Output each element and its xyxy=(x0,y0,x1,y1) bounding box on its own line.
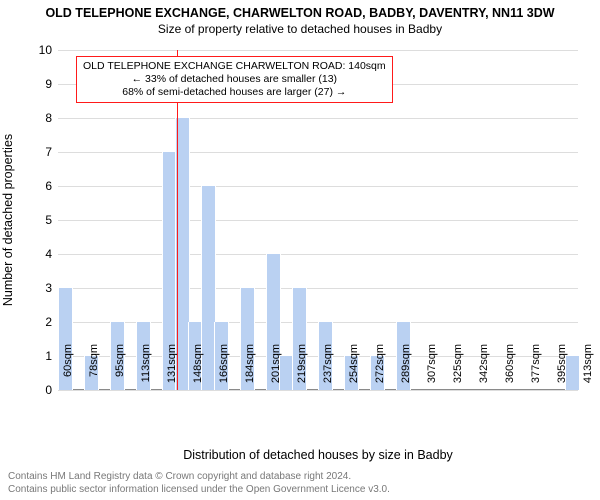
annotation-line: 68% of semi-detached houses are larger (… xyxy=(83,86,386,99)
gridline xyxy=(58,186,578,187)
x-tick: 342sqm xyxy=(478,344,490,394)
x-tick: 95sqm xyxy=(114,344,126,394)
gridline xyxy=(58,152,578,153)
x-tick: 237sqm xyxy=(322,344,334,394)
page-subtitle: Size of property relative to detached ho… xyxy=(0,20,600,36)
chart-container: OLD TELEPHONE EXCHANGE, CHARWELTON ROAD,… xyxy=(0,0,600,500)
x-axis-label: Distribution of detached houses by size … xyxy=(58,448,578,462)
x-tick: 360sqm xyxy=(504,344,516,394)
attribution-footer: Contains HM Land Registry data © Crown c… xyxy=(8,471,390,496)
x-tick: 272sqm xyxy=(374,344,386,394)
gridline xyxy=(58,118,578,119)
x-tick: 113sqm xyxy=(140,344,152,394)
y-tick: 0 xyxy=(2,383,52,397)
x-tick: 166sqm xyxy=(218,344,230,394)
y-tick: 1 xyxy=(2,349,52,363)
y-tick: 7 xyxy=(2,145,52,159)
y-tick: 5 xyxy=(2,213,52,227)
x-tick: 325sqm xyxy=(452,344,464,394)
y-tick: 8 xyxy=(2,111,52,125)
x-tick: 219sqm xyxy=(296,344,308,394)
x-tick: 377sqm xyxy=(530,344,542,394)
x-tick: 60sqm xyxy=(62,344,74,394)
plot-region: 01234567891060sqm78sqm95sqm113sqm131sqm1… xyxy=(58,50,578,390)
x-tick: 78sqm xyxy=(88,344,100,394)
y-tick: 9 xyxy=(2,77,52,91)
gridline xyxy=(58,220,578,221)
x-tick: 289sqm xyxy=(400,344,412,394)
y-tick: 4 xyxy=(2,247,52,261)
x-tick: 413sqm xyxy=(582,344,594,394)
gridline xyxy=(58,50,578,51)
gridline xyxy=(58,254,578,255)
x-tick: 307sqm xyxy=(426,344,438,394)
y-tick: 2 xyxy=(2,315,52,329)
page-title: OLD TELEPHONE EXCHANGE, CHARWELTON ROAD,… xyxy=(0,0,600,20)
x-tick: 184sqm xyxy=(244,344,256,394)
x-tick: 201sqm xyxy=(270,344,282,394)
annotation-line: OLD TELEPHONE EXCHANGE CHARWELTON ROAD: … xyxy=(83,60,386,73)
y-tick: 3 xyxy=(2,281,52,295)
x-tick: 254sqm xyxy=(348,344,360,394)
gridline xyxy=(58,390,578,391)
x-tick: 395sqm xyxy=(556,344,568,394)
y-tick: 10 xyxy=(2,43,52,57)
x-tick: 148sqm xyxy=(192,344,204,394)
property-annotation: OLD TELEPHONE EXCHANGE CHARWELTON ROAD: … xyxy=(76,56,393,103)
footer-line-1: Contains HM Land Registry data © Crown c… xyxy=(8,471,390,484)
annotation-line: ← 33% of detached houses are smaller (13… xyxy=(83,73,386,86)
chart-area: Number of detached properties 0123456789… xyxy=(58,50,578,390)
gridline xyxy=(58,288,578,289)
y-tick: 6 xyxy=(2,179,52,193)
footer-line-2: Contains public sector information licen… xyxy=(8,484,390,497)
